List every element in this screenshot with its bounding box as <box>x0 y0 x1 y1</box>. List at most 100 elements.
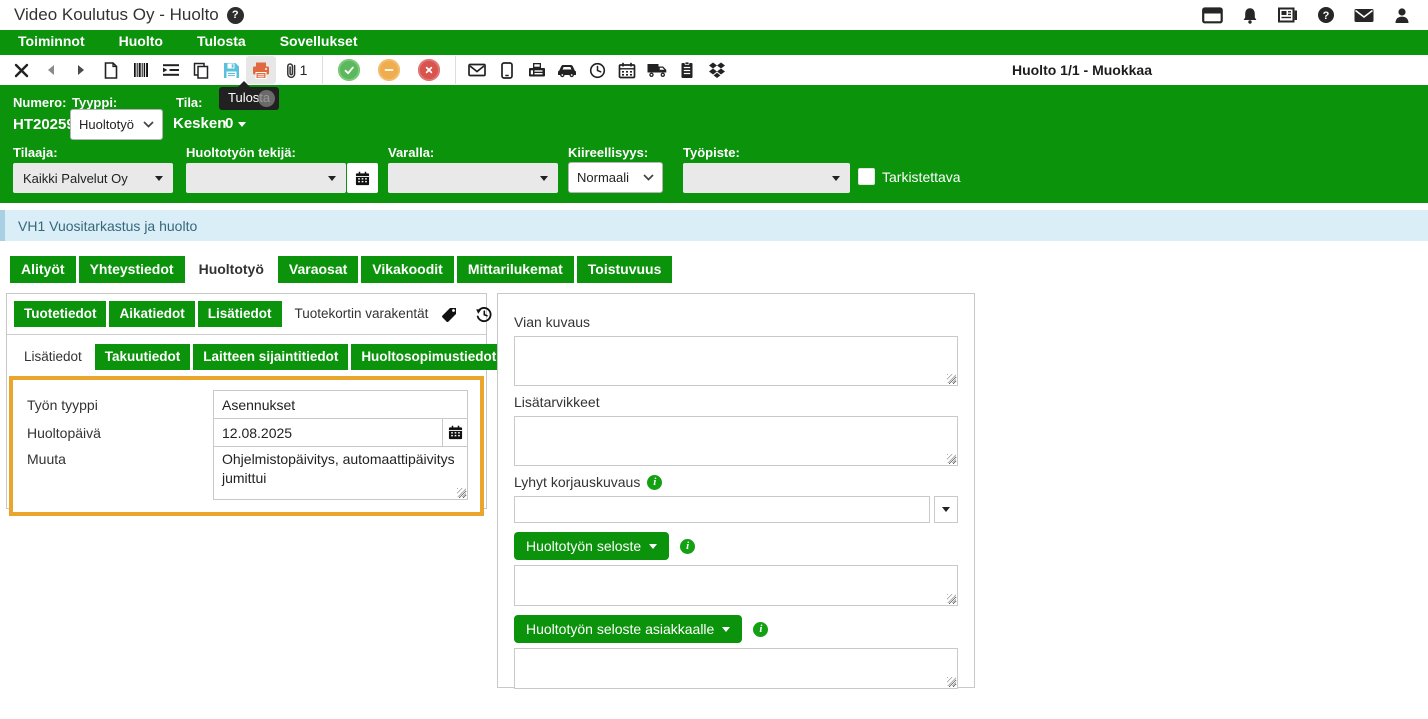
huoltopaiva-label: Huoltopäivä <box>27 424 101 441</box>
subtab-takuutiedot[interactable]: Takuutiedot <box>94 344 191 370</box>
save-icon <box>223 62 239 78</box>
hold-button[interactable] <box>369 56 409 84</box>
calendar-button[interactable] <box>612 56 642 84</box>
tab-lisatiedot-row1[interactable]: Lisätiedot <box>197 301 282 327</box>
next-record-button[interactable] <box>66 56 96 84</box>
left-panel-tabs-row1: Tuotetiedot Aikatiedot Lisätiedot Tuotek… <box>7 294 492 335</box>
notes-button[interactable] <box>672 56 702 84</box>
huoltotyon-seloste-textarea[interactable] <box>514 565 958 606</box>
tyyppi-select[interactable]: Huoltotyö <box>70 109 163 140</box>
history-button[interactable] <box>475 306 493 323</box>
tyopiste-label: Työpiste: <box>683 145 740 160</box>
tyyppi-select-value: Huoltotyö <box>79 117 134 132</box>
tab-mittarilukemat[interactable]: Mittarilukemat <box>456 256 574 283</box>
huoltotyon-seloste-button[interactable]: Huoltotyön seloste <box>514 532 670 560</box>
kiireellisyys-select-value: Normaali <box>577 170 630 185</box>
tab-toistuvuus[interactable]: Toistuvuus <box>576 256 673 283</box>
tila-value: Kesken <box>173 115 227 132</box>
email-button[interactable] <box>462 56 492 84</box>
save-button[interactable] <box>216 56 246 84</box>
print-button[interactable] <box>246 56 276 84</box>
copy-button[interactable] <box>186 56 216 84</box>
huoltotyon-seloste-asiakkaalle-textarea[interactable] <box>514 648 958 689</box>
varalla-combo[interactable] <box>388 163 558 193</box>
muuta-textarea[interactable]: Ohjelmistopäivitys, automaattipäivitys j… <box>213 446 468 500</box>
session-globe-icon[interactable]: ? <box>226 6 244 24</box>
tab-yhteystiedot[interactable]: Yhteystiedot <box>78 256 185 283</box>
mobile-button[interactable] <box>492 56 522 84</box>
tyon-tyyppi-input[interactable] <box>213 390 468 419</box>
tab-huoltotyo[interactable]: Huoltotyö <box>187 256 275 283</box>
tilaaja-combo[interactable]: Kaikki Palvelut Oy <box>13 163 173 193</box>
kiireellisyys-select[interactable]: Normaali <box>568 162 663 193</box>
dropbox-button[interactable] <box>702 56 732 84</box>
tekija-calendar-button[interactable] <box>347 163 378 193</box>
menu-tulosta[interactable]: Tulosta <box>196 33 246 49</box>
info-banner-text: VH1 Vuositarkastus ja huolto <box>18 217 198 234</box>
right-panel: Vian kuvaus Lisätarvikkeet Lyhyt korjaus… <box>497 293 975 689</box>
menu-sovellukset[interactable]: Sovellukset <box>279 33 358 49</box>
tag-button[interactable] <box>441 306 458 323</box>
numero-label: Numero: <box>13 95 67 110</box>
titlebar-icon-group: ? <box>1200 4 1414 26</box>
details-button[interactable] <box>156 56 186 84</box>
clock-button[interactable] <box>582 56 612 84</box>
car-icon <box>558 65 576 78</box>
close-button[interactable] <box>6 56 36 84</box>
info-banner: VH1 Vuositarkastus ja huolto <box>0 210 1428 241</box>
fax-button[interactable] <box>522 56 552 84</box>
tab-tuotetiedot[interactable]: Tuotetiedot <box>14 301 107 327</box>
subtab-lisatiedot[interactable]: Lisätiedot <box>14 344 92 370</box>
menu-toiminnot[interactable]: Toiminnot <box>18 33 85 49</box>
tab-alityot[interactable]: Alityöt <box>10 256 76 283</box>
news-icon[interactable] <box>1276 4 1300 26</box>
tag-icon <box>442 307 457 322</box>
info-icon[interactable] <box>753 621 769 637</box>
mail-icon[interactable] <box>1352 4 1376 26</box>
user-icon[interactable] <box>1390 4 1414 26</box>
menu-huolto[interactable]: Huolto <box>118 33 163 49</box>
chevron-down-icon <box>643 174 654 181</box>
attachments-button[interactable]: 1 <box>276 56 316 84</box>
tab-tuotekortin-varakentat[interactable]: Tuotekortin varakentät <box>284 301 439 327</box>
tekija-combo[interactable] <box>186 163 346 193</box>
window-icon[interactable] <box>1200 4 1224 26</box>
dropbox-icon <box>709 62 725 78</box>
subtab-laitteen-sijaintitiedot[interactable]: Laitteen sijaintitiedot <box>193 344 349 370</box>
svg-text:?: ? <box>1323 10 1330 22</box>
highlighted-fields-box: Työn tyyppi Huoltopäivä Muuta Ohjelmisto… <box>9 376 484 516</box>
approve-button[interactable] <box>329 56 369 84</box>
car-button[interactable] <box>552 56 582 84</box>
toolbar: 1 Huolto 1/1 - Muokkaa <box>0 52 1428 88</box>
lyhyt-korjauskuvaus-dropdown-button[interactable] <box>934 496 958 523</box>
check-circle-icon <box>338 59 360 81</box>
lisatarvikkeet-textarea[interactable] <box>514 416 958 466</box>
help-circle-icon[interactable]: ? <box>1314 4 1338 26</box>
tab-varaosat[interactable]: Varaosat <box>277 256 359 283</box>
lyhyt-korjauskuvaus-input[interactable] <box>514 496 930 523</box>
tab-vikakoodit[interactable]: Vikakoodit <box>361 256 454 283</box>
caret-down-icon <box>155 175 163 181</box>
new-record-button[interactable] <box>96 56 126 84</box>
tyopiste-combo[interactable] <box>683 163 850 193</box>
tekija-label: Huoltotyön tekijä: <box>186 145 296 160</box>
info-icon[interactable] <box>647 474 663 490</box>
subtab-huoltosopimustiedot[interactable]: Huoltosopimustiedot <box>351 344 507 370</box>
barcode-button[interactable] <box>126 56 156 84</box>
lisatarvikkeet-label: Lisätarvikkeet <box>514 394 600 410</box>
huoltotyon-seloste-asiakkaalle-button[interactable]: Huoltotyön seloste asiakkaalle <box>514 615 743 643</box>
bell-icon[interactable] <box>1238 4 1262 26</box>
huoltopaiva-calendar-button[interactable] <box>442 418 468 447</box>
calendar-icon <box>355 171 370 185</box>
reject-button[interactable] <box>409 56 449 84</box>
huoltopaiva-input[interactable] <box>213 418 443 447</box>
main-tab-bar: Alityöt Yhteystiedot Huoltotyö Varaosat … <box>10 256 673 283</box>
vian-kuvaus-textarea[interactable] <box>514 336 958 386</box>
prev-record-button[interactable] <box>36 56 66 84</box>
truck-button[interactable] <box>642 56 672 84</box>
barcode-icon <box>134 63 148 77</box>
tab-aikatiedot[interactable]: Aikatiedot <box>109 301 195 327</box>
tarkistettava-checkbox[interactable] <box>858 168 875 185</box>
tila-count-dropdown[interactable]: 0 <box>225 115 247 132</box>
info-icon[interactable] <box>680 538 696 554</box>
